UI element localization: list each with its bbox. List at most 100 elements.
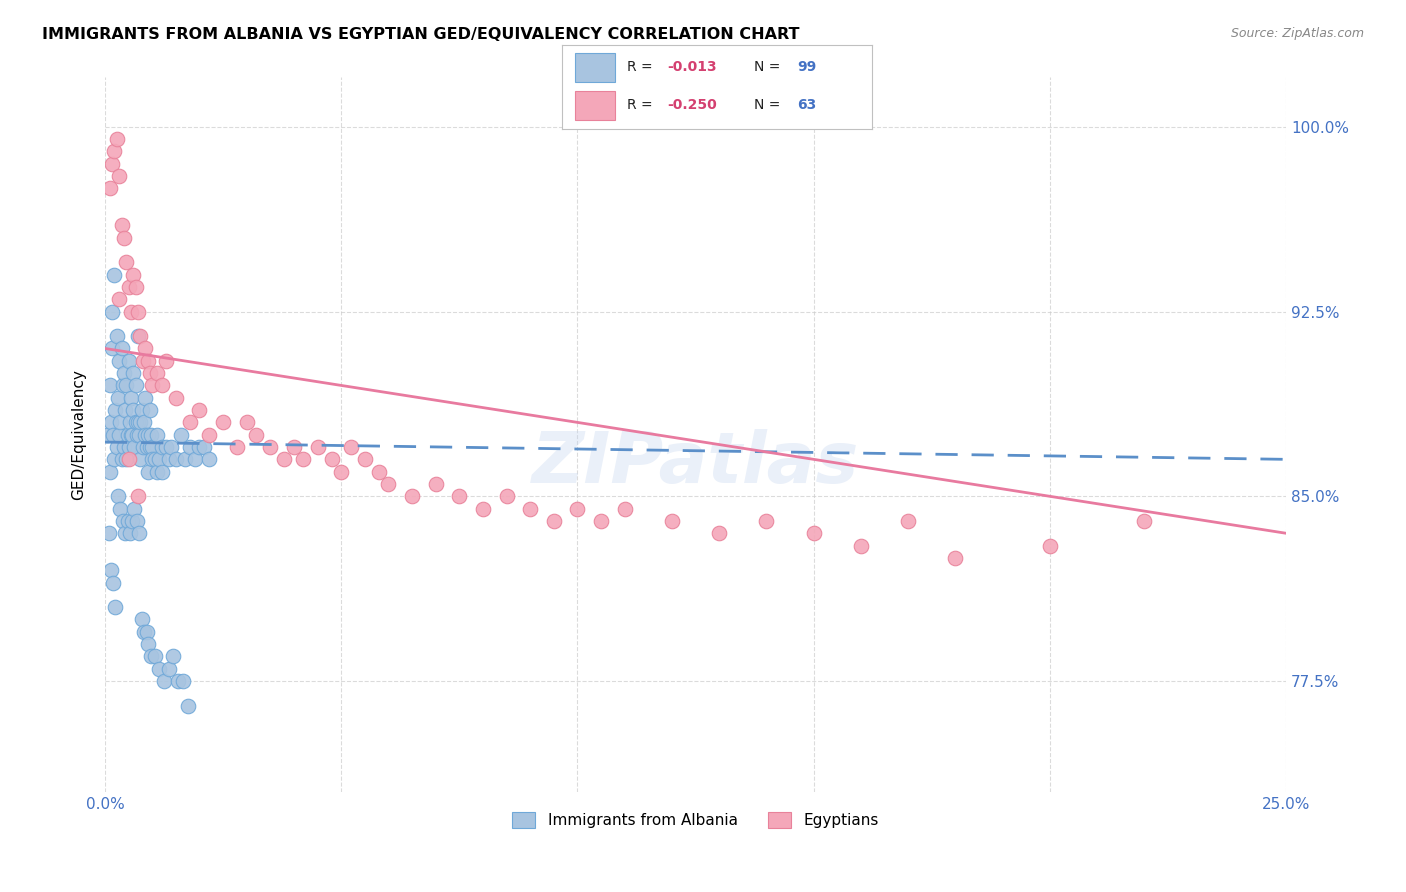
Text: -0.013: -0.013 bbox=[668, 61, 717, 74]
Point bbox=[707, 526, 730, 541]
Point bbox=[589, 514, 612, 528]
Point bbox=[943, 550, 966, 565]
Point bbox=[111, 378, 134, 392]
Point bbox=[108, 353, 131, 368]
Point bbox=[127, 329, 149, 343]
Point bbox=[118, 526, 141, 541]
Point bbox=[110, 342, 132, 356]
Point bbox=[103, 268, 125, 282]
Point bbox=[134, 427, 156, 442]
Point bbox=[226, 440, 249, 454]
Point bbox=[245, 427, 267, 442]
Point bbox=[117, 440, 139, 454]
Point bbox=[143, 649, 166, 664]
Text: 99: 99 bbox=[797, 61, 817, 74]
Point bbox=[212, 416, 235, 430]
Point bbox=[111, 514, 134, 528]
Point bbox=[321, 452, 343, 467]
Point bbox=[495, 489, 517, 503]
Point bbox=[259, 440, 281, 454]
Point bbox=[169, 427, 191, 442]
Point bbox=[165, 391, 187, 405]
Point bbox=[141, 378, 163, 392]
Point bbox=[104, 403, 127, 417]
Point bbox=[138, 637, 160, 651]
Point bbox=[138, 465, 160, 479]
Point bbox=[117, 452, 139, 467]
Point bbox=[124, 440, 146, 454]
Point bbox=[449, 489, 471, 503]
FancyBboxPatch shape bbox=[575, 54, 614, 82]
Point bbox=[103, 427, 125, 442]
Point bbox=[132, 416, 155, 430]
Point bbox=[121, 514, 143, 528]
Point bbox=[120, 427, 142, 442]
Point bbox=[101, 342, 124, 356]
Point bbox=[148, 452, 170, 467]
Point bbox=[139, 440, 162, 454]
Point bbox=[134, 342, 156, 356]
Point bbox=[127, 304, 149, 318]
Point bbox=[129, 329, 152, 343]
Point bbox=[112, 440, 135, 454]
Point bbox=[146, 465, 169, 479]
Point bbox=[110, 219, 132, 233]
Point bbox=[103, 575, 125, 590]
Point bbox=[143, 452, 166, 467]
Point bbox=[139, 403, 162, 417]
Point bbox=[198, 427, 221, 442]
Point bbox=[141, 452, 163, 467]
Point bbox=[339, 440, 361, 454]
Point bbox=[132, 440, 155, 454]
Point bbox=[108, 427, 131, 442]
Point bbox=[148, 662, 170, 676]
Point bbox=[150, 440, 173, 454]
Point bbox=[146, 427, 169, 442]
Point bbox=[107, 489, 129, 503]
Point bbox=[613, 501, 636, 516]
Point bbox=[117, 353, 139, 368]
Text: N =: N = bbox=[754, 61, 785, 74]
Text: ZIPatlas: ZIPatlas bbox=[531, 429, 859, 498]
Point bbox=[120, 304, 142, 318]
Point bbox=[330, 465, 353, 479]
Point bbox=[141, 427, 163, 442]
Point bbox=[165, 452, 187, 467]
Point bbox=[174, 452, 197, 467]
Point bbox=[155, 353, 177, 368]
Point bbox=[112, 366, 135, 380]
Point bbox=[150, 378, 173, 392]
Point bbox=[117, 427, 139, 442]
Point bbox=[104, 600, 127, 615]
Point bbox=[150, 465, 173, 479]
Point bbox=[141, 649, 163, 664]
Point bbox=[128, 526, 150, 541]
Legend: Immigrants from Albania, Egyptians: Immigrants from Albania, Egyptians bbox=[506, 806, 884, 834]
Point bbox=[115, 255, 138, 269]
Point bbox=[118, 416, 141, 430]
Point bbox=[188, 403, 211, 417]
Point bbox=[127, 489, 149, 503]
Point bbox=[803, 526, 825, 541]
Text: -0.250: -0.250 bbox=[668, 98, 717, 112]
Text: 63: 63 bbox=[797, 98, 817, 112]
Point bbox=[135, 624, 157, 639]
Point bbox=[155, 440, 177, 454]
Point bbox=[115, 452, 138, 467]
Point bbox=[134, 391, 156, 405]
Point bbox=[157, 452, 180, 467]
Point bbox=[122, 268, 145, 282]
Point bbox=[122, 403, 145, 417]
Point bbox=[849, 539, 872, 553]
Point bbox=[129, 452, 152, 467]
Point bbox=[110, 452, 132, 467]
Text: N =: N = bbox=[754, 98, 785, 112]
Point bbox=[98, 181, 121, 195]
Point bbox=[105, 329, 128, 343]
Point bbox=[132, 353, 155, 368]
Point bbox=[117, 514, 139, 528]
Point bbox=[131, 403, 153, 417]
Point bbox=[114, 526, 136, 541]
Point bbox=[131, 612, 153, 626]
Point bbox=[117, 280, 139, 294]
